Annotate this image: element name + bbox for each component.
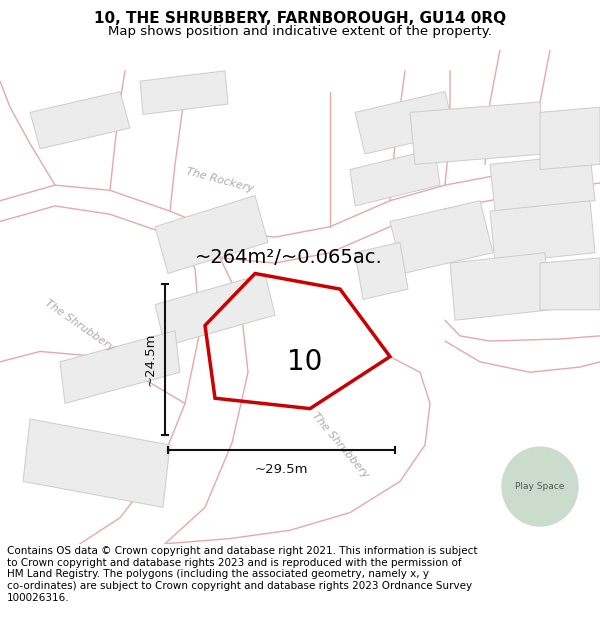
Polygon shape <box>490 201 595 263</box>
Polygon shape <box>355 242 408 299</box>
Text: The Rockery: The Rockery <box>185 166 255 194</box>
Polygon shape <box>140 71 228 114</box>
Text: Contains OS data © Crown copyright and database right 2021. This information is : Contains OS data © Crown copyright and d… <box>7 546 478 602</box>
Polygon shape <box>540 107 600 169</box>
Text: The Shrubbery: The Shrubbery <box>310 410 370 480</box>
Polygon shape <box>490 154 595 211</box>
Text: Play Space: Play Space <box>515 482 565 491</box>
Polygon shape <box>23 419 170 508</box>
Text: 10, THE SHRUBBERY, FARNBOROUGH, GU14 0RQ: 10, THE SHRUBBERY, FARNBOROUGH, GU14 0RQ <box>94 11 506 26</box>
Polygon shape <box>355 92 455 154</box>
Text: ~264m²/~0.065ac.: ~264m²/~0.065ac. <box>195 248 383 268</box>
Polygon shape <box>30 92 130 149</box>
Polygon shape <box>540 258 600 310</box>
Text: Map shows position and indicative extent of the property.: Map shows position and indicative extent… <box>108 24 492 38</box>
Polygon shape <box>155 196 268 274</box>
Polygon shape <box>60 331 180 403</box>
Polygon shape <box>155 274 275 346</box>
Text: ~24.5m: ~24.5m <box>144 332 157 386</box>
Polygon shape <box>410 102 545 164</box>
Text: ~29.5m: ~29.5m <box>255 462 308 476</box>
Polygon shape <box>350 149 440 206</box>
Circle shape <box>502 447 578 526</box>
Polygon shape <box>450 253 550 320</box>
Text: 10: 10 <box>287 348 323 376</box>
Text: The Shrubbery: The Shrubbery <box>43 298 116 353</box>
Polygon shape <box>390 201 493 274</box>
